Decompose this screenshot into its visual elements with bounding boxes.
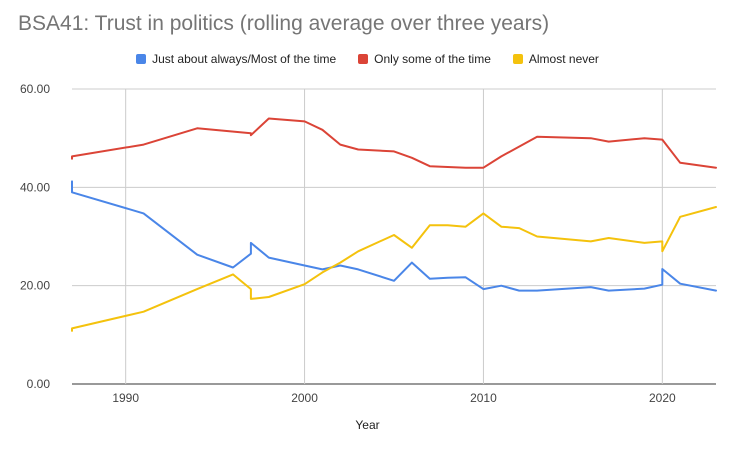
legend-label-0: Just about always/Most of the time [152,52,337,66]
chart-title: BSA41: Trust in politics (rolling averag… [18,12,550,35]
x-tick-label: 2010 [470,391,497,405]
legend-item-series-1[interactable]: Only some of the time [358,52,491,66]
legend-swatch-0 [136,54,147,64]
y-tick-label: 20.00 [20,279,50,293]
legend-item-series-2[interactable]: Almost never [512,52,599,66]
series-lines [71,117,717,332]
y-tick-label: 60.00 [20,82,50,96]
chart-legend: Just about always/Most of the time Only … [0,52,735,66]
gridlines [72,88,716,385]
y-tick-label: 0.00 [27,377,51,391]
x-tick-label: 2020 [649,391,676,405]
series-line-0[interactable] [71,180,717,292]
x-axis-label: Year [355,418,380,432]
series-line-2[interactable] [71,206,717,332]
legend-swatch-1 [358,54,369,64]
legend-label-2: Almost never [528,52,599,66]
x-axis-tick-labels: 1990 2000 2010 2020 [112,391,676,405]
y-axis-tick-labels: 0.00 20.00 40.00 60.00 [20,82,50,391]
x-tick-label: 2000 [291,391,318,405]
x-tick-label: 1990 [112,391,139,405]
legend-swatch-2 [512,54,523,64]
y-tick-label: 40.00 [20,180,50,194]
series-line-1[interactable] [71,117,717,169]
legend-item-series-0[interactable]: Just about always/Most of the time [136,52,336,66]
legend-label-1: Only some of the time [374,52,491,66]
